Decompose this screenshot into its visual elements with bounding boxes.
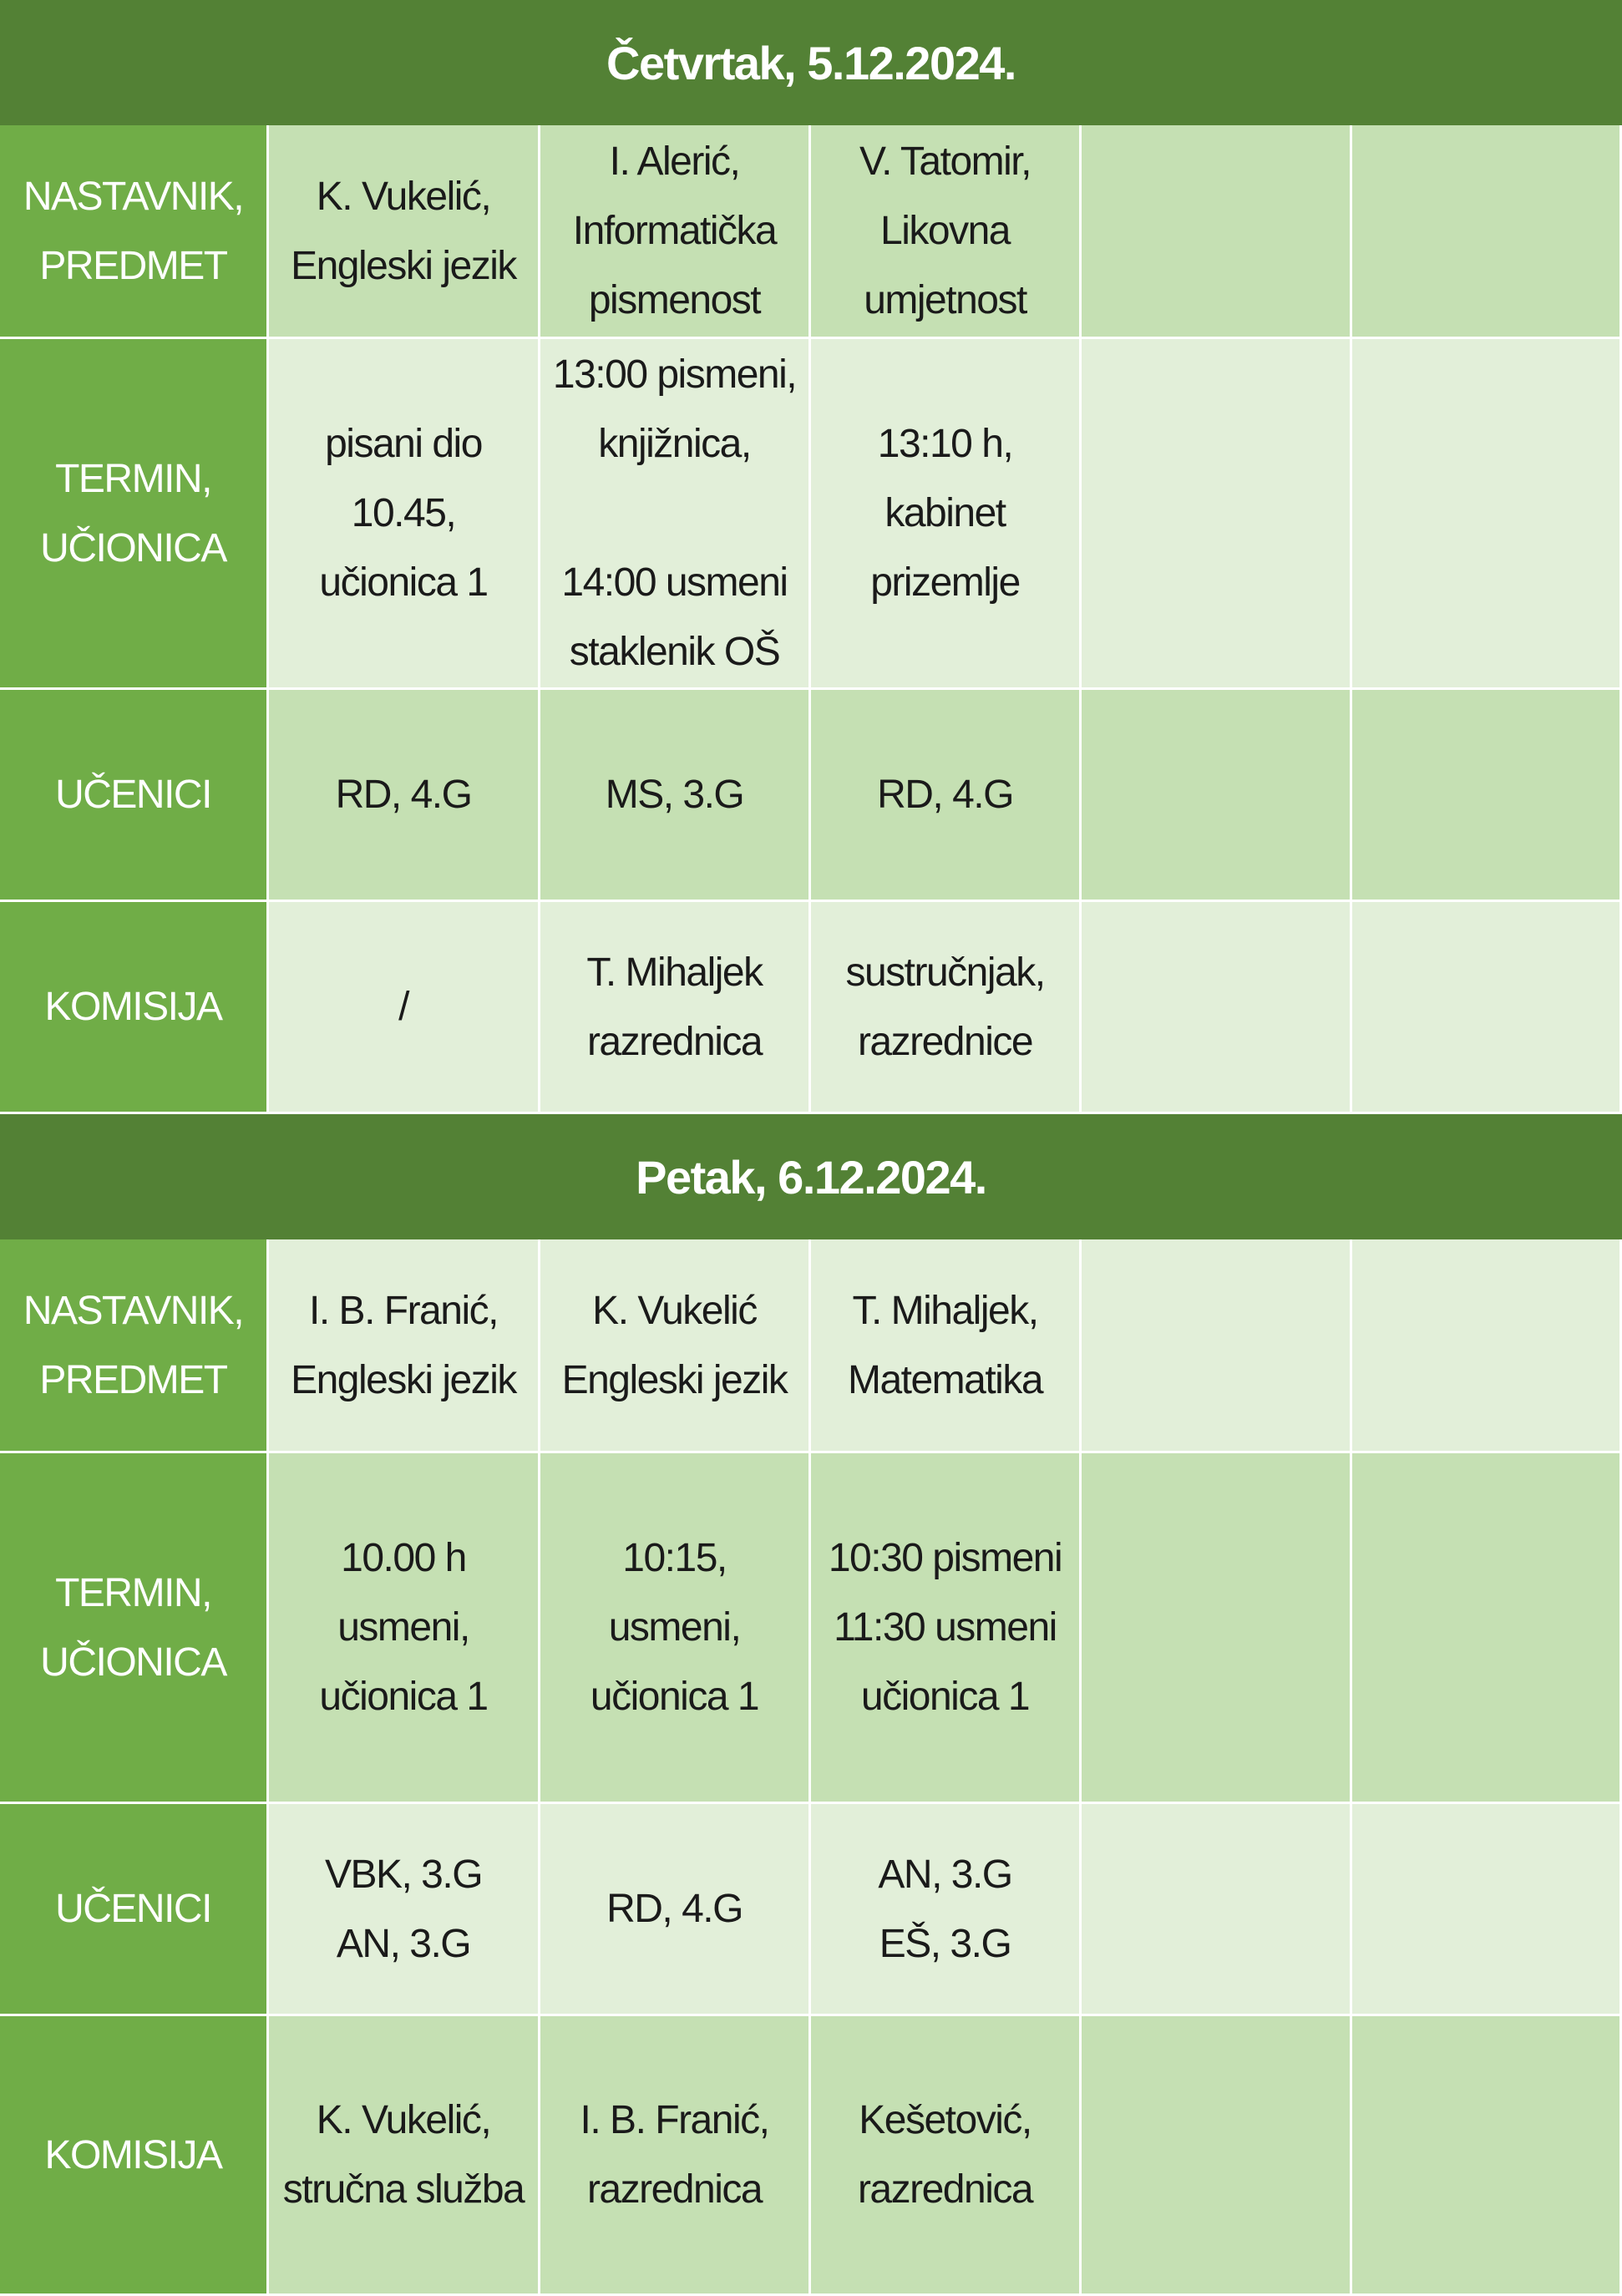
row-label-komisija: KOMISIJA: [0, 902, 269, 1114]
table-cell-cetvrtak-komisija-1: /: [269, 902, 540, 1114]
table-cell-petak-ucenici-2: RD, 4.G: [540, 1804, 811, 2016]
day-title-cetvrtak: Četvrtak, 5.12.2024.: [0, 0, 1622, 125]
row-label-nastavnik-predmet: NASTAVNIK, PREDMET: [0, 1239, 269, 1453]
row-label-ucenici: UČENICI: [0, 690, 269, 902]
row-label-termin-ucionica: TERMIN, UČIONICA: [0, 339, 269, 690]
row-label-ucenici: UČENICI: [0, 1804, 269, 2016]
day-title-petak: Petak, 6.12.2024.: [0, 1114, 1622, 1239]
table-cell-petak-komisija-5: [1352, 2016, 1622, 2296]
table-cell-cetvrtak-komisija-2: T. Mihaljek razrednica: [540, 902, 811, 1114]
table-cell-cetvrtak-nastavnik-predmet-5: [1352, 125, 1622, 339]
table-cell-cetvrtak-komisija-5: [1352, 902, 1622, 1114]
table-cell-petak-termin-ucionica-1: 10.00 h usmeni, učionica 1: [269, 1453, 540, 1804]
table-cell-petak-nastavnik-predmet-3: T. Mihaljek, Matematika: [811, 1239, 1082, 1453]
table-cell-cetvrtak-ucenici-5: [1352, 690, 1622, 902]
table-cell-cetvrtak-nastavnik-predmet-1: K. Vukelić, Engleski jezik: [269, 125, 540, 339]
table-cell-cetvrtak-termin-ucionica-4: [1082, 339, 1352, 690]
table-cell-petak-ucenici-3: AN, 3.G EŠ, 3.G: [811, 1804, 1082, 2016]
table-cell-cetvrtak-komisija-4: [1082, 902, 1352, 1114]
table-cell-cetvrtak-ucenici-4: [1082, 690, 1352, 902]
table-cell-cetvrtak-nastavnik-predmet-3: V. Tatomir, Likovna umjetnost: [811, 125, 1082, 339]
table-cell-petak-ucenici-1: VBK, 3.G AN, 3.G: [269, 1804, 540, 2016]
table-cell-petak-komisija-3: Kešetović, razrednica: [811, 2016, 1082, 2296]
table-cell-cetvrtak-ucenici-3: RD, 4.G: [811, 690, 1082, 902]
table-cell-petak-termin-ucionica-3: 10:30 pismeni 11:30 usmeni učionica 1: [811, 1453, 1082, 1804]
table-cell-petak-termin-ucionica-4: [1082, 1453, 1352, 1804]
row-label-termin-ucionica: TERMIN, UČIONICA: [0, 1453, 269, 1804]
row-label-nastavnik-predmet: NASTAVNIK, PREDMET: [0, 125, 269, 339]
table-cell-cetvrtak-termin-ucionica-5: [1352, 339, 1622, 690]
table-cell-petak-komisija-1: K. Vukelić, stručna služba: [269, 2016, 540, 2296]
table-cell-cetvrtak-nastavnik-predmet-4: [1082, 125, 1352, 339]
table-cell-petak-nastavnik-predmet-5: [1352, 1239, 1622, 1453]
table-cell-petak-termin-ucionica-5: [1352, 1453, 1622, 1804]
table-cell-petak-ucenici-4: [1082, 1804, 1352, 2016]
table-cell-petak-termin-ucionica-2: 10:15, usmeni, učionica 1: [540, 1453, 811, 1804]
table-cell-cetvrtak-komisija-3: sustručnjak, razrednice: [811, 902, 1082, 1114]
row-label-komisija: KOMISIJA: [0, 2016, 269, 2296]
table-cell-cetvrtak-nastavnik-predmet-2: I. Alerić, Informatička pismenost: [540, 125, 811, 339]
table-cell-petak-ucenici-5: [1352, 1804, 1622, 2016]
table-cell-petak-nastavnik-predmet-2: K. Vukelić Engleski jezik: [540, 1239, 811, 1453]
table-cell-cetvrtak-ucenici-1: RD, 4.G: [269, 690, 540, 902]
table-cell-cetvrtak-termin-ucionica-2: 13:00 pismeni, knjižnica, 14:00 usmeni s…: [540, 339, 811, 690]
table-cell-petak-komisija-2: I. B. Franić, razrednica: [540, 2016, 811, 2296]
table-cell-petak-nastavnik-predmet-1: I. B. Franić, Engleski jezik: [269, 1239, 540, 1453]
table-cell-cetvrtak-ucenici-2: MS, 3.G: [540, 690, 811, 902]
table-cell-petak-nastavnik-predmet-4: [1082, 1239, 1352, 1453]
table-cell-cetvrtak-termin-ucionica-1: pisani dio 10.45, učionica 1: [269, 339, 540, 690]
table-cell-petak-komisija-4: [1082, 2016, 1352, 2296]
table-cell-cetvrtak-termin-ucionica-3: 13:10 h, kabinet prizemlje: [811, 339, 1082, 690]
